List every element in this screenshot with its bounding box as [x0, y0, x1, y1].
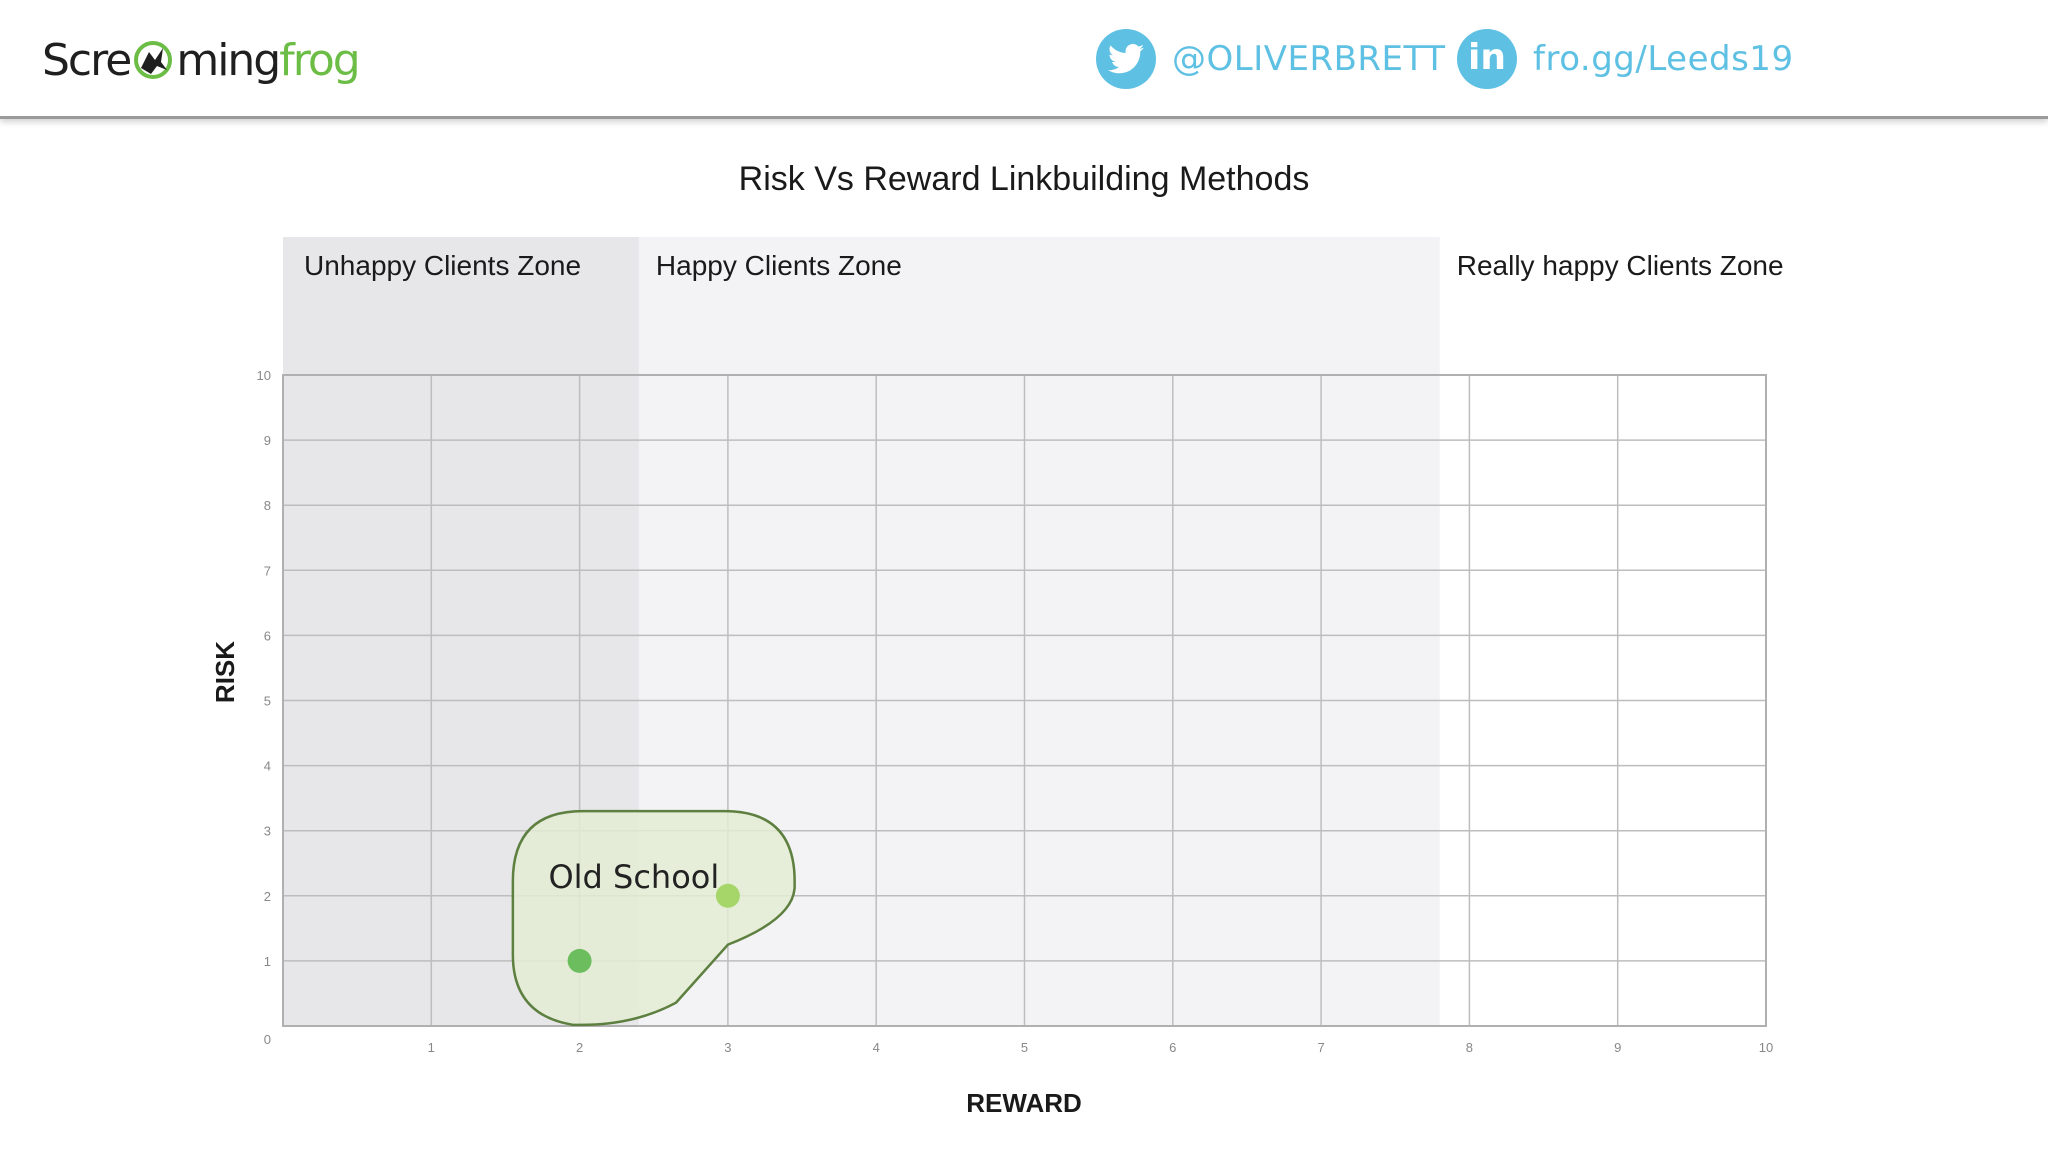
screaming-frog-logo: Scre ming frog — [42, 30, 361, 90]
y-tick-label: 1 — [264, 954, 271, 969]
y-tick-label: 5 — [264, 694, 271, 709]
twitter-icon — [1096, 29, 1156, 89]
logo-text-part3: frog — [279, 34, 360, 86]
x-tick-label: 4 — [873, 1040, 880, 1055]
zone-label-1: Happy Clients Zone — [656, 250, 902, 281]
y-tick-label: 7 — [264, 563, 271, 578]
logo-text-part2: ming — [176, 34, 281, 86]
x-tick-label: 1 — [428, 1040, 435, 1055]
linkedin-icon: in — [1457, 29, 1517, 89]
groups-layer: Old School — [511, 809, 796, 1027]
x-tick-label: 6 — [1169, 1040, 1176, 1055]
logo-text-part1: Scre — [42, 34, 132, 86]
x-tick-label: 7 — [1317, 1040, 1324, 1055]
y-tick-label: 0 — [264, 1032, 271, 1047]
zones-layer: Unhappy Clients Zone Happy Clients Zone Re… — [283, 237, 1784, 1026]
y-tick-label: 8 — [264, 498, 271, 513]
x-tick-label: 2 — [576, 1040, 583, 1055]
slide-header: Scre ming frog @OLIVERBRETT in fro.gg/Le… — [0, 0, 2048, 119]
y-tick-label: 3 — [264, 824, 271, 839]
x-tick-label: 3 — [724, 1040, 731, 1055]
twitter-handle-text: @OLIVERBRETT — [1172, 39, 1446, 79]
y-axis-label: RISK — [210, 641, 240, 703]
y-tick-label: 2 — [264, 889, 271, 904]
y-tick-label: 4 — [264, 759, 271, 774]
y-tick-label: 10 — [257, 368, 271, 383]
x-tick-label: 9 — [1614, 1040, 1621, 1055]
x-tick-label: 5 — [1021, 1040, 1028, 1055]
zone-label-0: Unhappy Clients Zone — [304, 250, 581, 281]
data-point — [715, 883, 740, 908]
plot-frame — [282, 374, 1767, 1027]
x-axis-label: REWARD — [966, 1088, 1082, 1118]
group-label: Old School — [548, 858, 719, 896]
y-tick-label: 9 — [264, 433, 271, 448]
linkedin-link[interactable]: in fro.gg/Leeds19 — [1457, 28, 1794, 90]
x-tick-label: 10 — [1759, 1040, 1773, 1055]
twitter-handle[interactable]: @OLIVERBRETT — [1096, 28, 1445, 90]
x-tick-label: 8 — [1466, 1040, 1473, 1055]
data-point — [567, 948, 592, 973]
y-tick-label: 6 — [264, 628, 271, 643]
frog-icon — [134, 41, 173, 79]
zone-label-2: Really happy Clients Zone — [1457, 250, 1784, 281]
chart-title: Risk Vs Reward Linkbuilding Methods — [739, 160, 1310, 198]
ticks-layer: 1 2 3 4 5 6 7 8 9 10 0 1 2 3 4 5 6 7 8 9 10 — [257, 368, 1774, 1055]
linkedin-link-text: fro.gg/Leeds19 — [1533, 39, 1794, 79]
